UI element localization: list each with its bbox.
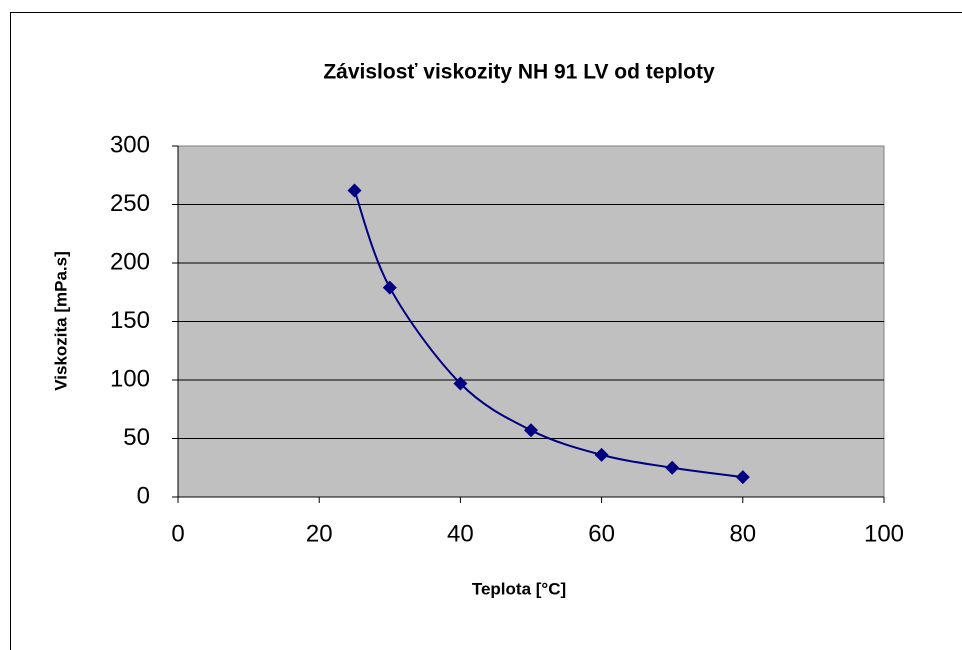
chart-title: Závislosť viskozity NH 91 LV od teploty [323, 61, 715, 84]
x-tick-label: 80 [729, 520, 756, 547]
x-tick-label: 100 [864, 520, 904, 547]
y-tick-label: 250 [110, 190, 150, 217]
y-tick-label: 100 [110, 365, 150, 392]
data-point [594, 447, 609, 462]
y-tick-label: 150 [110, 307, 150, 334]
y-tick-label: 50 [123, 424, 150, 451]
y-tick-label: 0 [137, 482, 150, 509]
data-point [382, 280, 397, 295]
y-axis-label: Viskozita [mPa.s] [51, 251, 70, 391]
data-point [524, 423, 538, 438]
x-tick-label: 60 [588, 520, 615, 547]
y-tick-label: 200 [110, 248, 150, 275]
x-tick-label: 0 [171, 520, 184, 547]
data-point [665, 460, 680, 475]
x-tick-label: 40 [447, 520, 474, 547]
data-point [347, 183, 362, 198]
y-tick-label: 300 [110, 131, 150, 158]
data-point [453, 376, 468, 391]
data-point [735, 470, 750, 485]
x-tick-label: 20 [306, 520, 333, 547]
x-axis-label: Teplota [°C] [472, 579, 566, 598]
